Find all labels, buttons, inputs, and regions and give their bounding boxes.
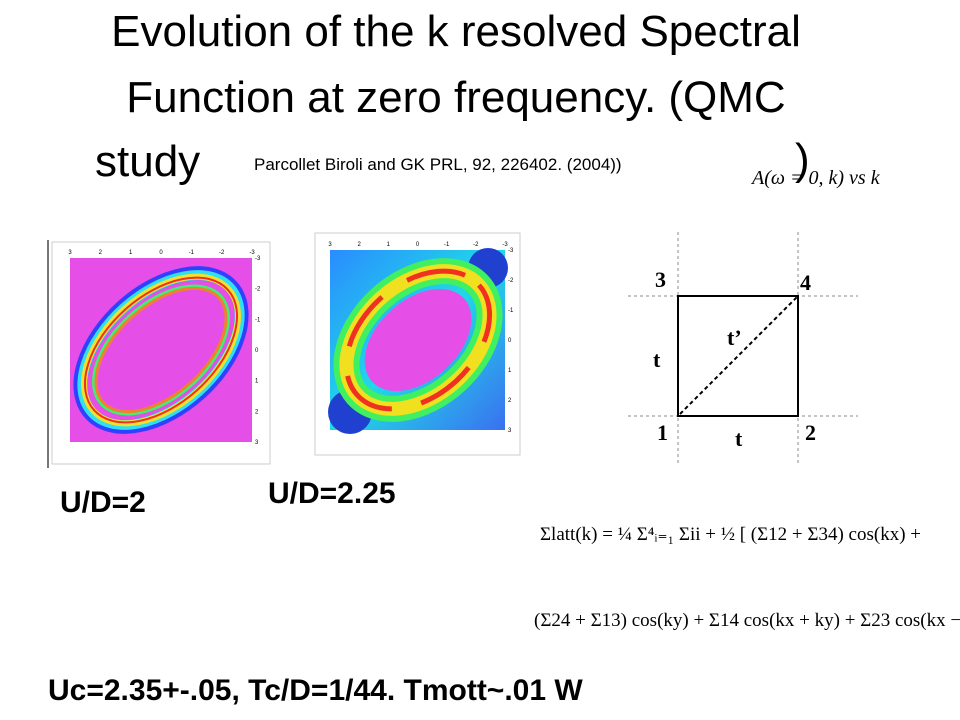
site: 4 <box>800 270 811 295</box>
y-tick-label: 2 <box>255 409 259 415</box>
hopping: t <box>735 426 743 451</box>
heatmap <box>47 240 271 468</box>
x-tick-label: -3 <box>502 242 508 248</box>
footer: Uc=2.35+-.05, Tc/D=1/44. Tmott~.01 W <box>48 674 583 707</box>
x-tick-label: 2 <box>357 242 361 248</box>
site: 2 <box>805 420 816 445</box>
y-tick-label: 1 <box>255 379 259 385</box>
equation: Σlatt(k) = ¼ Σ⁴ᵢ₌₁ Σii + ½ [ (Σ12 + Σ34)… <box>540 524 921 545</box>
x-tick-label: 0 <box>416 242 420 248</box>
site: 1 <box>657 420 668 445</box>
panel-label: U/D=2 <box>60 486 146 519</box>
formula: A(ω = 0, k) vs k <box>750 167 881 189</box>
x-tick-label: 1 <box>387 242 391 248</box>
y-tick-label: 2 <box>508 398 512 404</box>
title-line: Evolution of the k resolved Spectral <box>111 7 801 56</box>
y-tick-label: -2 <box>508 278 514 284</box>
heatmap <box>314 232 521 456</box>
x-tick-label: 3 <box>328 242 332 248</box>
y-tick-label: 3 <box>255 440 259 446</box>
y-tick-label: -1 <box>508 308 514 314</box>
x-tick-label: 1 <box>129 250 133 256</box>
site: 3 <box>655 267 666 292</box>
y-tick-label: -3 <box>508 248 514 254</box>
y-tick-label: -3 <box>255 256 261 262</box>
y-tick-label: 0 <box>255 348 259 354</box>
plaquette <box>677 295 799 417</box>
x-tick-label: -1 <box>189 250 195 256</box>
x-tick-label: -2 <box>219 250 225 256</box>
y-tick-label: 0 <box>508 338 512 344</box>
title-line: Function at zero frequency. (QMC <box>126 73 785 122</box>
diagonal <box>679 295 799 415</box>
x-tick-label: 2 <box>99 250 103 256</box>
hopping: t <box>653 347 661 372</box>
title-close: ) <box>795 135 810 184</box>
panel-label: U/D=2.25 <box>268 477 396 510</box>
x-tick-label: -3 <box>249 250 255 256</box>
y-tick-label: -1 <box>255 317 261 323</box>
citation: Parcollet Biroli and GK PRL, 92, 226402.… <box>254 155 622 174</box>
x-tick-label: -2 <box>473 242 479 248</box>
x-tick-label: 3 <box>68 250 72 256</box>
y-tick-label: -2 <box>255 287 261 293</box>
equation: (Σ24 + Σ13) cos(ky) + Σ14 cos(kx + ky) +… <box>534 610 960 631</box>
title-line: study <box>95 137 200 186</box>
y-tick-label: 3 <box>508 428 512 434</box>
hopping: t’ <box>727 325 742 350</box>
y-tick-label: 1 <box>508 368 512 374</box>
x-tick-label: 0 <box>159 250 163 256</box>
x-tick-label: -1 <box>444 242 450 248</box>
